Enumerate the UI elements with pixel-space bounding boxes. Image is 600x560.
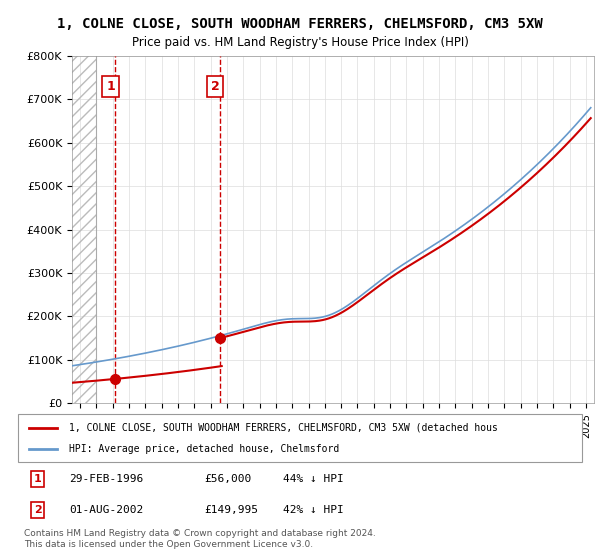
- Text: 1, COLNE CLOSE, SOUTH WOODHAM FERRERS, CHELMSFORD, CM3 5XW: 1, COLNE CLOSE, SOUTH WOODHAM FERRERS, C…: [57, 17, 543, 31]
- FancyBboxPatch shape: [18, 414, 582, 462]
- Text: HPI: Average price, detached house, Chelmsford: HPI: Average price, detached house, Chel…: [69, 444, 339, 454]
- Text: 2: 2: [34, 505, 41, 515]
- Text: 1: 1: [34, 474, 41, 484]
- Text: 1, COLNE CLOSE, SOUTH WOODHAM FERRERS, CHELMSFORD, CM3 5XW (detached hous: 1, COLNE CLOSE, SOUTH WOODHAM FERRERS, C…: [69, 423, 497, 433]
- Text: £56,000: £56,000: [204, 474, 251, 484]
- Text: 42% ↓ HPI: 42% ↓ HPI: [283, 505, 344, 515]
- Text: £149,995: £149,995: [204, 505, 258, 515]
- Text: Price paid vs. HM Land Registry's House Price Index (HPI): Price paid vs. HM Land Registry's House …: [131, 36, 469, 49]
- Text: 1: 1: [106, 80, 115, 93]
- Text: Contains HM Land Registry data © Crown copyright and database right 2024.
This d: Contains HM Land Registry data © Crown c…: [24, 529, 376, 549]
- Text: 01-AUG-2002: 01-AUG-2002: [69, 505, 143, 515]
- Text: 44% ↓ HPI: 44% ↓ HPI: [283, 474, 344, 484]
- Text: 2: 2: [211, 80, 220, 93]
- Bar: [72, 56, 97, 403]
- Text: 29-FEB-1996: 29-FEB-1996: [69, 474, 143, 484]
- Bar: [72, 56, 97, 403]
